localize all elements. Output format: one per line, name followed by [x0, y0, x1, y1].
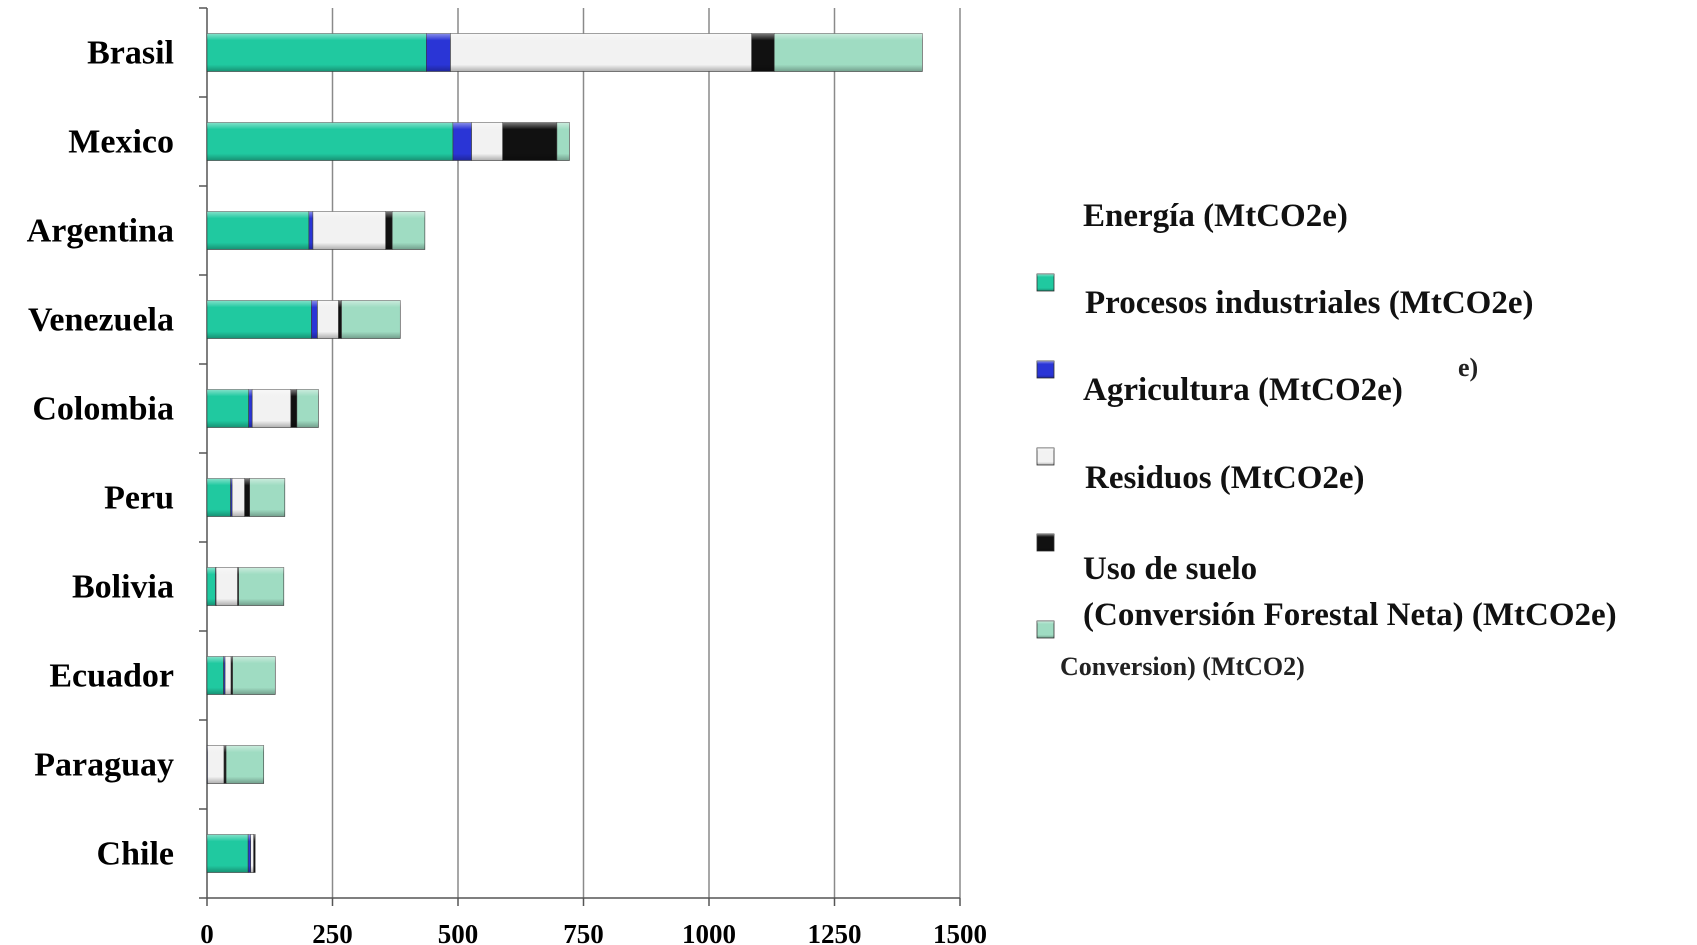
bar-segment-shade	[556, 122, 570, 161]
bar-segment-shade	[232, 656, 276, 695]
legend-ghost-text: Conversion) (MtCO2)	[1060, 652, 1305, 681]
y-category-label: Ecuador	[49, 658, 174, 695]
bar-segment-shade	[253, 834, 256, 873]
x-tick-label: 750	[563, 919, 604, 945]
legend-marker-shade	[1037, 448, 1054, 465]
legend-label: Procesos industriales (MtCO2e)	[1085, 285, 1533, 321]
bar-segment-shade	[249, 478, 285, 517]
bar-segment-shade	[216, 567, 238, 606]
bar-segment-shade	[244, 478, 250, 517]
bar-segment-shade	[237, 567, 239, 606]
y-category-label: Brasil	[87, 35, 174, 72]
bar-segment-shade	[338, 300, 342, 339]
legend-marker-shade	[1037, 361, 1054, 378]
x-tick-label: 250	[312, 919, 353, 945]
y-category-label: Colombia	[32, 391, 174, 428]
x-tick-label: 1500	[933, 919, 987, 945]
bar-segment-shade	[450, 33, 752, 72]
bar-segment-shade	[207, 834, 249, 873]
x-tick-label: 0	[200, 919, 214, 945]
legend-label: Uso de suelo	[1083, 551, 1257, 587]
bar-segment-shade	[290, 389, 297, 428]
bar-segment-shade	[385, 211, 393, 250]
legend-marker-shade	[1037, 621, 1054, 638]
bar-segment-shade	[232, 478, 245, 517]
bar-segment-shade	[230, 478, 233, 517]
legend-label: Energía (MtCO2e)	[1083, 198, 1348, 234]
bar-segment-shade	[250, 834, 254, 873]
y-category-label: Chile	[97, 836, 174, 873]
bar-segment-shade	[341, 300, 401, 339]
y-category-label: Paraguay	[34, 747, 174, 784]
bar-segment-shade	[751, 33, 775, 72]
bar-segment-shade	[207, 567, 216, 606]
bar-segment-shade	[238, 567, 284, 606]
bar-segment-shade	[226, 745, 264, 784]
bar-segment-shade	[231, 656, 233, 695]
bar-segment-shade	[207, 122, 453, 161]
bar-segment-shade	[207, 33, 427, 72]
legend-label: Agricultura (MtCO2e)	[1083, 372, 1403, 408]
bar-segment-shade	[452, 122, 472, 161]
bar-segment-shade	[312, 211, 386, 250]
y-category-label: Peru	[104, 480, 174, 517]
bar-segment-shade	[207, 300, 312, 339]
legend-marker-shade	[1037, 534, 1054, 551]
x-tick-label: 1000	[682, 919, 736, 945]
x-tick-label: 500	[438, 919, 479, 945]
y-category-label: Venezuela	[28, 302, 174, 339]
bars	[206, 33, 923, 873]
bar-segment-shade	[248, 389, 253, 428]
axis-labels: 0 250 500 750 1000 1250 1500 Brasil Mexico Argent…	[27, 35, 987, 945]
y-category-label: Mexico	[68, 124, 174, 161]
bar-segment-shade	[207, 656, 224, 695]
legend-label: (Conversión Forestal Neta) (MtCO2e)	[1083, 597, 1617, 633]
bar-segment-shade	[392, 211, 425, 250]
bar-segment-shade	[296, 389, 319, 428]
bar-segment-shade	[308, 211, 313, 250]
legend: e) Conversion) (MtCO2) Energía (MtCO2e) Pro…	[1036, 198, 1617, 681]
bar-segment-shade	[225, 656, 232, 695]
bar-segment-shade	[774, 33, 923, 72]
bar-segment-shade	[207, 211, 309, 250]
x-tick-label: 1250	[808, 919, 862, 945]
y-category-label: Argentina	[27, 213, 174, 250]
bar-segment-shade	[248, 834, 251, 873]
bar-segment-shade	[317, 300, 339, 339]
bar-segment-shade	[224, 745, 227, 784]
legend-ghost-text: e)	[1458, 353, 1478, 382]
bar-segment-shade	[502, 122, 557, 161]
bar-segment-shade	[207, 389, 249, 428]
legend-marker-shade	[1037, 274, 1054, 291]
bar-segment-shade	[207, 745, 225, 784]
bar-segment-shade	[426, 33, 451, 72]
bar-segment-shade	[471, 122, 503, 161]
y-category-label: Bolivia	[72, 569, 174, 606]
bar-segment-shade	[207, 478, 231, 517]
bar-segment-shade	[311, 300, 318, 339]
legend-label: Residuos (MtCO2e)	[1085, 460, 1365, 496]
bar-segment-shade	[252, 389, 291, 428]
bar-segment-shade	[223, 656, 226, 695]
